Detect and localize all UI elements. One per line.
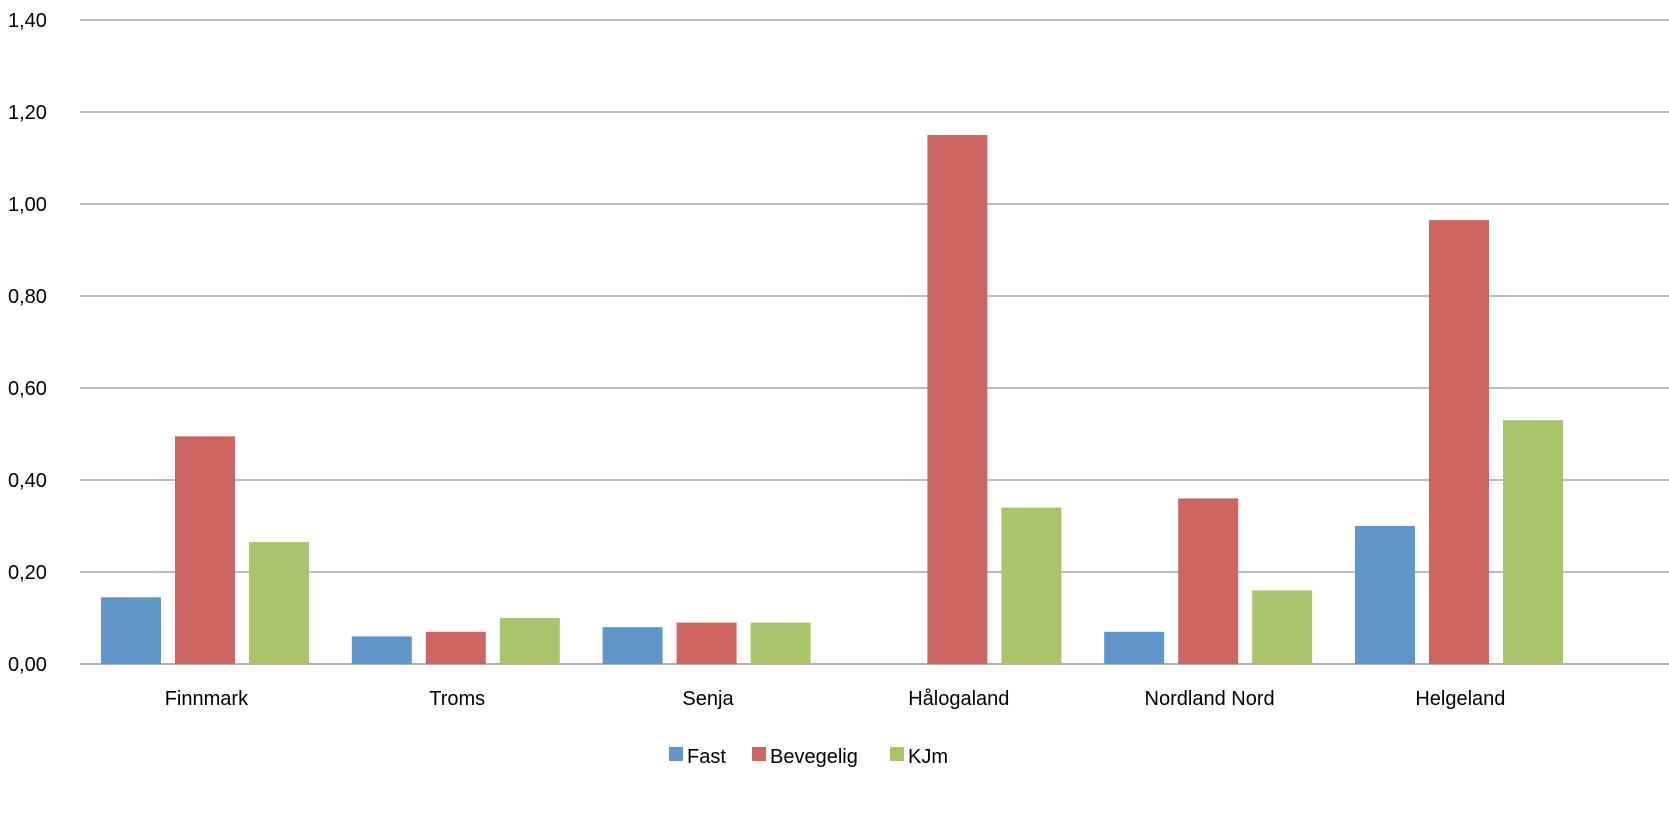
y-tick-label: 1,00 [8,194,47,216]
bar-bevegelig-finnmark [175,436,235,664]
x-category-label: Nordland Nord [1145,688,1275,710]
y-tick-label: 1,40 [8,10,47,32]
gridlines [80,19,1669,665]
x-category-label: Hålogaland [908,688,1009,710]
bar-bevegelig-senja [676,622,737,664]
bar-fast-finnmark [101,597,161,664]
x-category-label: Finnmark [165,688,249,710]
x-axis-category-labels: Finnmark Troms Senja Hålogaland Nordland Nor… [165,688,1506,710]
x-category-label: Troms [429,688,485,710]
legend-label-bevegelig: Bevegelig [770,746,858,768]
y-tick-label: 0,40 [8,470,47,492]
bar-bevegelig-helgeland [1429,220,1489,664]
bar-kjm-hålogaland [1001,507,1062,664]
bar-kjm-troms [499,618,560,664]
bar-kjm-senja [750,622,811,664]
legend-swatch-fast [669,747,683,761]
y-tick-label: 0,60 [8,378,47,400]
legend-label-kjm: KJm [908,746,948,768]
bar-bevegelig-troms [425,631,486,664]
x-category-label: Senja [682,688,734,710]
bar-kjm-nordland-nord [1252,590,1313,664]
bar-fast-senja [602,627,663,664]
y-axis-tick-labels: 0,00 0,20 0,40 0,60 0,80 1,00 1,20 1,40 [8,10,47,676]
bar-fast-troms [351,636,412,664]
bars [101,135,1563,664]
legend-swatch-bevegelig [752,747,766,761]
y-tick-label: 1,20 [8,102,47,124]
legend-swatch-kjm [890,747,904,761]
bar-fast-helgeland [1355,526,1415,664]
bar-fast-nordland-nord [1104,631,1165,664]
legend-label-fast: Fast [687,746,726,768]
y-tick-label: 0,80 [8,286,47,308]
legend: Fast Bevegelig KJm [669,746,948,768]
x-category-label: Helgeland [1415,688,1505,710]
y-tick-label: 0,20 [8,562,47,584]
bar-kjm-finnmark [249,542,309,664]
bar-kjm-helgeland [1503,420,1563,664]
bar-bevegelig-hålogaland [927,135,988,664]
bar-bevegelig-nordland-nord [1178,498,1239,664]
y-tick-label: 0,00 [8,654,47,676]
